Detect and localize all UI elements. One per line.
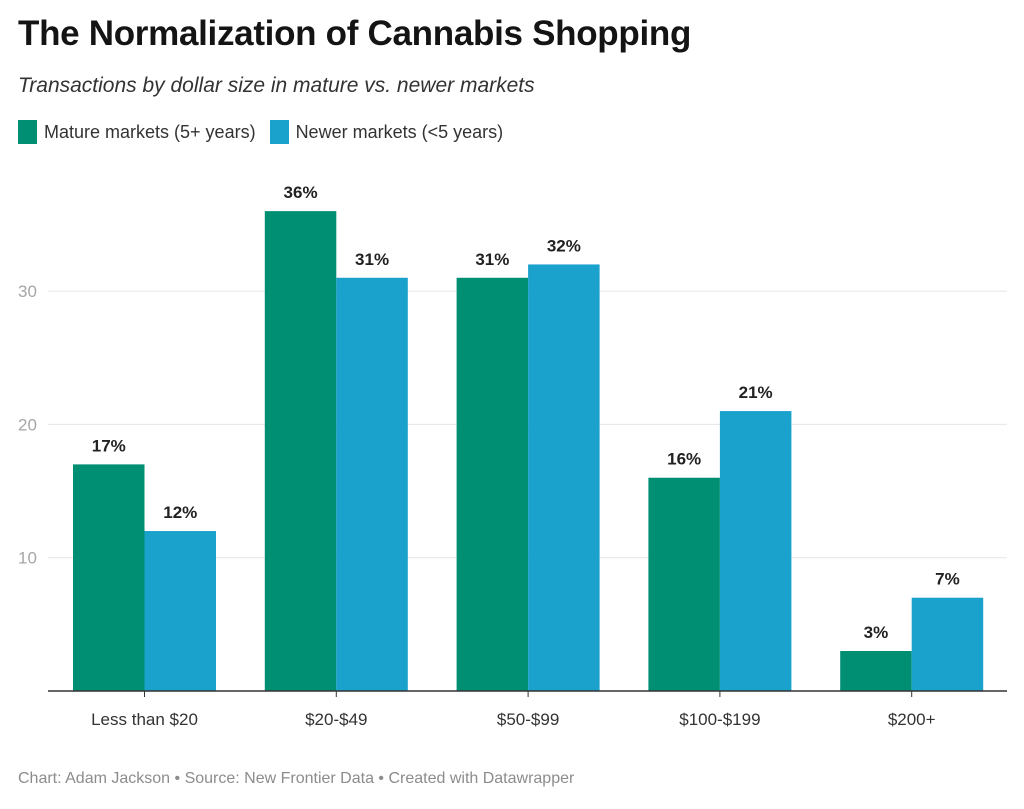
y-tick-label-20: 20 [18, 415, 37, 434]
bar-newer-3 [719, 411, 792, 691]
bar-newer-2 [528, 264, 600, 691]
legend: Mature markets (5+ years) Newer markets … [18, 120, 517, 144]
legend-label-newer: Newer markets (<5 years) [295, 121, 504, 142]
legend-label-mature: Mature markets (5+ years) [44, 121, 256, 142]
bar-mature-3 [648, 477, 720, 691]
legend-item-mature: Mature markets (5+ years) [18, 120, 256, 144]
y-tick-label-30: 30 [18, 282, 37, 301]
bar-newer-0 [144, 531, 216, 691]
bar-newer-1 [336, 277, 408, 691]
data-label-mature-1: 36% [284, 183, 318, 202]
legend-swatch-newer [269, 120, 289, 144]
data-label-newer-1: 31% [355, 250, 389, 269]
data-label-newer-0: 12% [163, 503, 197, 522]
bar-mature-0 [73, 464, 145, 691]
legend-item-newer: Newer markets (<5 years) [269, 120, 504, 144]
x-tick-label-1: $20-$49 [305, 710, 367, 729]
data-label-mature-0: 17% [92, 436, 126, 455]
data-label-mature-2: 31% [475, 250, 509, 269]
data-label-newer-2: 32% [547, 236, 581, 255]
data-label-newer-3: 21% [739, 383, 773, 402]
chart-footer: Chart: Adam Jackson • Source: New Fronti… [18, 770, 575, 787]
data-label-mature-4: 3% [864, 623, 889, 642]
chart-title: The Normalization of Cannabis Shopping [18, 14, 692, 53]
data-label-newer-4: 7% [935, 570, 960, 589]
x-tick-label-0: Less than $20 [91, 710, 198, 729]
x-tick-label-2: $50-$99 [497, 710, 559, 729]
bar-mature-4 [840, 651, 912, 691]
bar-newer-4 [911, 597, 984, 691]
x-tick-label-3: $100-$199 [679, 710, 760, 729]
chart-subtitle: Transactions by dollar size in mature vs… [18, 74, 535, 97]
y-tick-label-10: 10 [18, 549, 37, 568]
bar-mature-1 [264, 211, 337, 691]
bar-mature-2 [456, 277, 529, 691]
bar-chart: 10 20 30 17% 12% Less than $20 36% 31% $20-$49 31… [18, 183, 1007, 729]
x-tick-label-4: $200+ [888, 710, 936, 729]
legend-swatch-mature [18, 120, 37, 144]
data-label-mature-3: 16% [667, 450, 701, 469]
